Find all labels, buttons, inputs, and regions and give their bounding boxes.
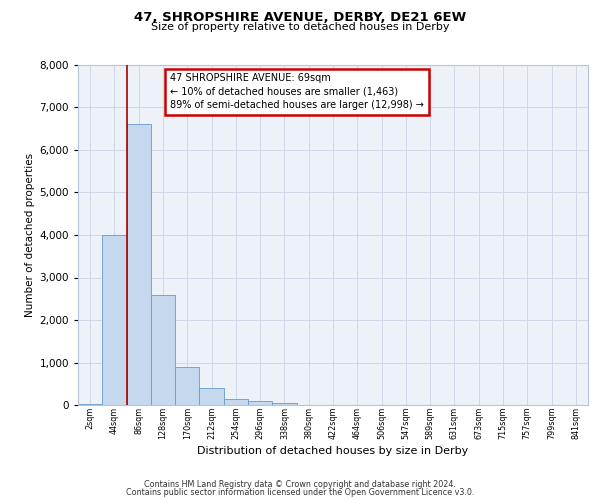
Text: 47, SHROPSHIRE AVENUE, DERBY, DE21 6EW: 47, SHROPSHIRE AVENUE, DERBY, DE21 6EW xyxy=(134,11,466,24)
Bar xyxy=(175,367,199,405)
Text: Contains public sector information licensed under the Open Government Licence v3: Contains public sector information licen… xyxy=(126,488,474,497)
Bar xyxy=(248,401,272,405)
Bar xyxy=(78,404,102,405)
Bar xyxy=(224,400,248,405)
Y-axis label: Number of detached properties: Number of detached properties xyxy=(25,153,35,317)
Text: 47 SHROPSHIRE AVENUE: 69sqm
← 10% of detached houses are smaller (1,463)
89% of : 47 SHROPSHIRE AVENUE: 69sqm ← 10% of det… xyxy=(170,74,424,110)
Bar xyxy=(272,403,296,405)
Bar xyxy=(199,388,224,405)
Bar xyxy=(151,294,175,405)
Bar xyxy=(102,235,127,405)
Text: Size of property relative to detached houses in Derby: Size of property relative to detached ho… xyxy=(151,22,449,32)
Bar xyxy=(127,124,151,405)
X-axis label: Distribution of detached houses by size in Derby: Distribution of detached houses by size … xyxy=(197,446,469,456)
Text: Contains HM Land Registry data © Crown copyright and database right 2024.: Contains HM Land Registry data © Crown c… xyxy=(144,480,456,489)
